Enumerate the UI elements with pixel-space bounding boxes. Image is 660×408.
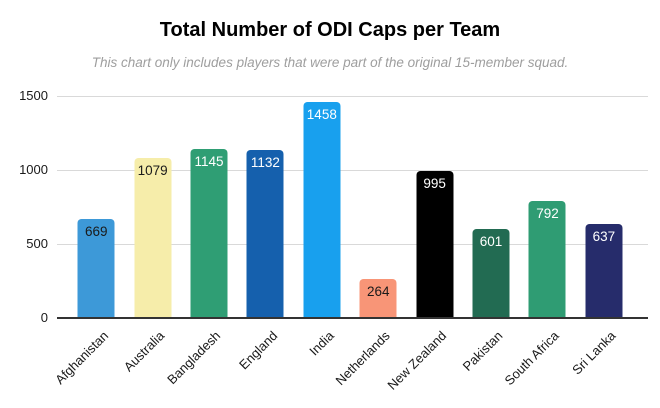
- y-tick-label-0: 0: [40, 310, 48, 325]
- x-tick-label-australia: Australia: [120, 328, 168, 375]
- bar-slot-england: 1132: [237, 96, 293, 318]
- plot-area: 0 500 1000 1500 669 1079 1145 1132 1458 264 995 60…: [19, 88, 648, 393]
- bar-value-label-bangladesh: 1145: [194, 153, 224, 169]
- bar-south-africa: 792: [528, 200, 566, 318]
- bar-slot-sri-lanka: 637: [576, 96, 632, 318]
- bar-slot-south-africa: 792: [519, 96, 575, 318]
- bar-value-label-south-africa: 792: [536, 205, 559, 221]
- bar-slot-pakistan: 601: [463, 96, 519, 318]
- bar-afghanistan: 669: [77, 219, 115, 318]
- x-tick-label-pakistan: Pakistan: [459, 328, 506, 374]
- x-tick-label-india: India: [305, 328, 337, 359]
- gridline-1500: [57, 96, 648, 97]
- bar-sri-lanka: 637: [585, 223, 623, 318]
- bar-value-label-new-zealand: 995: [423, 175, 446, 191]
- bar-india: 1458: [303, 102, 341, 318]
- x-tick-label-bangladesh: Bangladesh: [164, 328, 224, 388]
- chart-title: Total Number of ODI Caps per Team: [159, 19, 501, 41]
- y-tick-label-1000: 1000: [19, 162, 48, 177]
- y-tick-label-500: 500: [26, 236, 48, 251]
- bar-australia: 1079: [134, 158, 172, 318]
- x-tick-label-england: England: [235, 328, 281, 373]
- x-axis-line: [57, 317, 648, 319]
- x-tick-label-new-zealand: New Zealand: [384, 328, 450, 393]
- bar-slot-india: 1458: [294, 96, 350, 318]
- bar-slot-bangladesh: 1145: [181, 96, 237, 318]
- bar-slot-afghanistan: 669: [68, 96, 124, 318]
- bar-value-label-india: 1458: [306, 107, 337, 123]
- bar-slot-netherlands: 264: [350, 96, 406, 318]
- gridline-1000: [57, 170, 648, 171]
- x-tick-label-netherlands: Netherlands: [332, 328, 393, 389]
- bar-value-label-netherlands: 264: [366, 283, 390, 299]
- x-tick-label-sri-lanka: Sri Lanka: [568, 328, 619, 378]
- bar-value-label-pakistan: 601: [479, 234, 503, 250]
- bar-netherlands: 264: [359, 278, 397, 318]
- bar-england: 1132: [246, 150, 284, 318]
- bar-series: 669 1079 1145 1132 1458 264 995 601 792 637: [68, 96, 632, 318]
- bar-bangladesh: 1145: [190, 148, 228, 318]
- x-tick-label-afghanistan: Afghanistan: [51, 328, 111, 388]
- gridline-500: [57, 244, 648, 245]
- bar-value-label-afghanistan: 669: [84, 224, 108, 239]
- x-tick-label-south-africa: South Africa: [501, 328, 563, 389]
- bar-slot-australia: 1079: [124, 96, 180, 318]
- bar-new-zealand: 995: [416, 170, 454, 318]
- chart-subtitle: This chart only includes players that we…: [91, 55, 569, 70]
- y-tick-label-1500: 1500: [19, 88, 48, 103]
- bar-slot-new-zealand: 995: [406, 96, 462, 318]
- bar-value-label-australia: 1079: [137, 163, 168, 179]
- bar-value-label-england: 1132: [250, 155, 280, 171]
- bar-pakistan: 601: [472, 229, 510, 318]
- bar-value-label-sri-lanka: 637: [592, 228, 616, 244]
